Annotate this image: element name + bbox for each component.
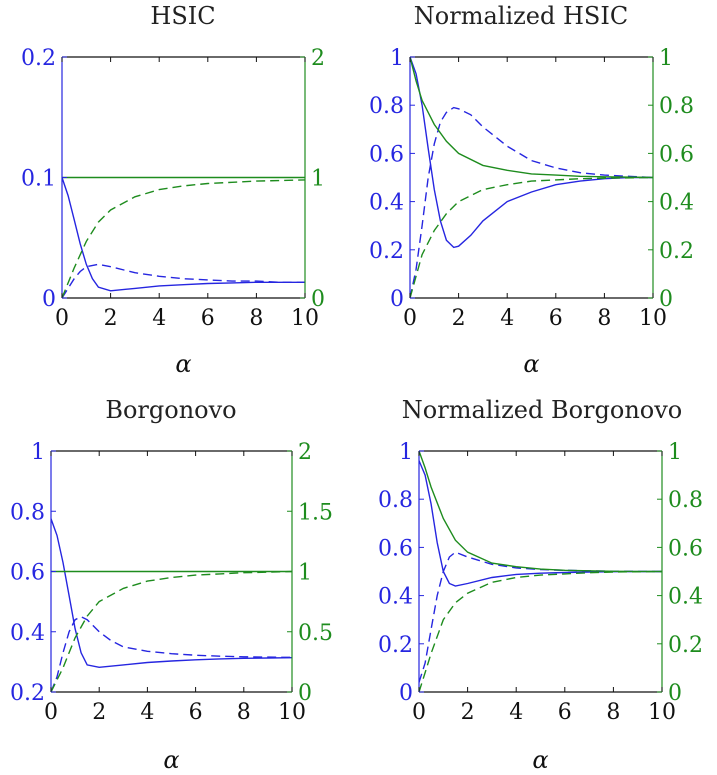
y-right-tick-label: 0.8 [668, 488, 703, 513]
x-tick-label: 4 [152, 306, 166, 331]
y-left-tick-label: 0.8 [10, 500, 45, 525]
x-tick-label: 0 [55, 306, 69, 331]
series-line-left-dashed [410, 106, 653, 299]
series-line-right-dashed [410, 176, 653, 299]
y-right-tick-label: 0.2 [668, 633, 703, 658]
series-line-right-dashed [51, 570, 292, 693]
x-tick-label: 4 [500, 306, 514, 331]
x-tick-label: 4 [140, 700, 154, 725]
series-line-right-solid [419, 450, 662, 573]
series-line-left-solid [51, 518, 292, 669]
y-left-tick-label: 1 [31, 440, 45, 465]
y-right-tick-label: 0 [659, 287, 673, 312]
y-left-tick-label: 0 [390, 287, 404, 312]
x-tick-label: 0 [44, 700, 58, 725]
y-left-tick-label: 0.4 [369, 191, 404, 216]
x-tick-label: 6 [558, 700, 572, 725]
y-left-tick-label: 0.8 [378, 488, 413, 513]
x-tick-label: 8 [606, 700, 620, 725]
y-left-tick-label: 0.2 [21, 46, 56, 71]
series-line-left-solid [410, 56, 653, 249]
x-tick-label: 8 [237, 700, 251, 725]
y-right-tick-label: 0 [298, 681, 312, 706]
y-left-tick-label: 0.6 [10, 561, 45, 586]
y-right-tick-label: 0.4 [668, 585, 703, 610]
series-line-left-dashed [62, 263, 305, 299]
x-tick-label: 10 [648, 700, 676, 725]
y-right-tick-label: 0.4 [659, 191, 694, 216]
series-line-right-dashed [62, 179, 305, 299]
y-left-tick-label: 0.2 [378, 633, 413, 658]
x-tick-label: 2 [104, 306, 118, 331]
x-tick-label: 10 [278, 700, 306, 725]
y-right-tick-label: 0.6 [659, 142, 694, 167]
x-axis-label: α [163, 746, 179, 774]
x-tick-label: 2 [92, 700, 106, 725]
y-right-tick-label: 1 [311, 167, 325, 192]
chart-title: Borgonovo [105, 396, 236, 424]
x-axis-label: α [523, 350, 539, 378]
y-right-tick-label: 1 [298, 561, 312, 586]
series-line-left-dashed [51, 615, 292, 693]
chart-title: Normalized Borgonovo [402, 396, 682, 424]
y-right-tick-label: 1 [659, 46, 673, 71]
series-line-right-dashed [419, 570, 662, 693]
y-left-tick-label: 0.8 [369, 94, 404, 119]
y-left-tick-label: 0.1 [21, 167, 56, 192]
y-right-tick-label: 0 [311, 287, 325, 312]
y-left-tick-label: 0 [42, 287, 56, 312]
y-left-tick-label: 0.2 [10, 681, 45, 706]
y-right-tick-label: 1 [668, 440, 682, 465]
y-left-tick-label: 0 [399, 681, 413, 706]
y-left-tick-label: 0.4 [10, 621, 45, 646]
y-left-tick-label: 0.6 [378, 536, 413, 561]
x-tick-label: 10 [639, 306, 667, 331]
y-left-tick-label: 1 [399, 440, 413, 465]
x-tick-label: 10 [291, 306, 319, 331]
y-right-tick-label: 0.2 [659, 239, 694, 264]
y-left-tick-label: 0.6 [369, 142, 404, 167]
chart-hsic: HSIC 0 2 4 6 8 10 α 0 0.1 0.2 0 1 2 [21, 2, 325, 378]
x-tick-label: 6 [189, 700, 203, 725]
x-tick-label: 0 [403, 306, 417, 331]
y-right-tick-label: 2 [311, 46, 325, 71]
y-right-tick-label: 0.8 [659, 94, 694, 119]
series-line-left-solid [419, 460, 662, 587]
x-tick-label: 2 [452, 306, 466, 331]
x-tick-label: 2 [461, 700, 475, 725]
series-line-right-solid [410, 56, 653, 179]
x-tick-label: 8 [249, 306, 263, 331]
y-left-tick-label: 0.2 [369, 239, 404, 264]
series-line-left-solid [62, 177, 305, 292]
x-tick-label: 8 [597, 306, 611, 331]
x-tick-label: 6 [201, 306, 215, 331]
y-right-tick-label: 1.5 [298, 500, 333, 525]
y-right-tick-label: 0.6 [668, 536, 703, 561]
x-tick-label: 4 [509, 700, 523, 725]
x-tick-label: 0 [412, 700, 426, 725]
y-left-tick-label: 0.4 [378, 585, 413, 610]
y-right-tick-label: 0.5 [298, 621, 333, 646]
x-axis-label: α [175, 350, 191, 378]
y-right-tick-label: 2 [298, 440, 312, 465]
y-left-tick-label: 1 [390, 46, 404, 71]
chart-title: HSIC [150, 2, 215, 30]
y-right-tick-label: 0 [668, 681, 682, 706]
chart-title: Normalized HSIC [414, 2, 628, 30]
x-tick-label: 6 [549, 306, 563, 331]
x-axis-label: α [532, 746, 548, 774]
